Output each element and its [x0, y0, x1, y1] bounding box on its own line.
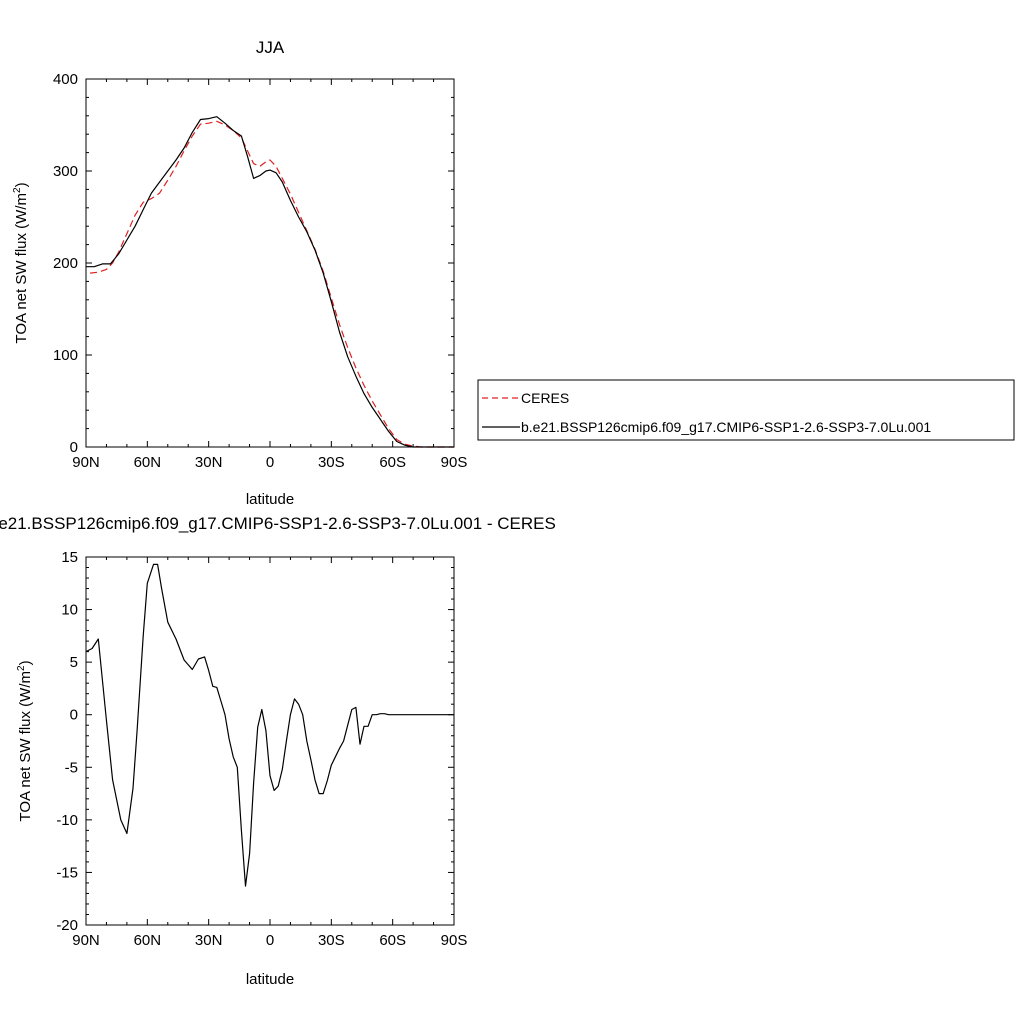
top-ytick-label: 200	[53, 255, 78, 272]
bottom-x-axis-label: latitude	[246, 971, 294, 988]
top-series-line-1	[86, 116, 454, 448]
bottom-xtick-label: 60N	[134, 932, 162, 949]
top-ytick-label: 0	[70, 439, 78, 456]
top-tick-marks: 90N 60N 30N 0 30S 60S 90S 0 100 200 300 400	[53, 71, 467, 471]
bottom-y-axis-label: TOA net SW flux (W/m2)	[16, 660, 34, 821]
top-y-label-main: TOA net SW flux (W/m	[13, 193, 30, 344]
top-chart-title: JJA	[256, 38, 285, 57]
bottom-ytick-label: -15	[56, 864, 78, 881]
top-xtick-label: 30N	[195, 454, 223, 471]
bottom-xtick-label: 0	[266, 932, 274, 949]
legend-label-ceres: CERES	[521, 390, 569, 406]
bottom-ytick-label: 5	[70, 654, 78, 671]
bottom-ytick-label: 0	[70, 707, 78, 724]
bottom-panel: b.e21.BSSP126cmip6.f09_g17.CMIP6-SSP1-2.…	[0, 514, 556, 988]
top-ytick-label: 400	[53, 71, 78, 88]
top-xtick-label: 90S	[441, 454, 468, 471]
legend-label-model: b.e21.BSSP126cmip6.f09_g17.CMIP6-SSP1-2.…	[521, 419, 931, 435]
top-y-label-superscript: 2	[12, 187, 23, 193]
bottom-xtick-label: 90S	[441, 932, 468, 949]
top-xtick-label: 30S	[318, 454, 345, 471]
top-ytick-label: 100	[53, 347, 78, 364]
bottom-xtick-label: 30N	[195, 932, 223, 949]
bottom-ytick-label: -10	[56, 812, 78, 829]
legend: CERES b.e21.BSSP126cmip6.f09_g17.CMIP6-S…	[477, 379, 1015, 441]
top-y-label-close: )	[13, 182, 30, 187]
bottom-tick-marks: 90N 60N 30N 0 30S 60S 90S -20 -15 -10 -5 0 5 10 15	[56, 549, 467, 949]
legend-box	[477, 379, 1015, 441]
top-panel: JJA 90N 60N 30N 0 30S 60S 90S 0 100 200 300 400 lat…	[12, 38, 467, 508]
bottom-ytick-label: -20	[56, 917, 78, 934]
bottom-series-line-0	[85, 563, 454, 887]
top-xtick-label: 0	[266, 454, 274, 471]
bottom-y-label-close: )	[17, 660, 34, 665]
top-x-axis-label: latitude	[246, 491, 294, 508]
top-ytick-label: 300	[53, 163, 78, 180]
bottom-xtick-label: 60S	[379, 932, 406, 949]
bottom-chart-title: b.e21.BSSP126cmip6.f09_g17.CMIP6-SSP1-2.…	[0, 514, 556, 533]
bottom-ytick-label: 10	[61, 602, 78, 619]
bottom-ytick-label: 15	[61, 549, 78, 566]
top-xtick-label: 90N	[72, 454, 100, 471]
bottom-plot-frame	[85, 556, 455, 926]
top-series-line-0	[90, 120, 454, 448]
top-xtick-label: 60S	[379, 454, 406, 471]
top-plot-frame	[85, 78, 455, 448]
bottom-y-label-main: TOA net SW flux (W/m	[17, 671, 34, 822]
top-series-lines	[86, 116, 454, 448]
top-xtick-label: 60N	[134, 454, 162, 471]
bottom-xtick-label: 30S	[318, 932, 345, 949]
bottom-series-lines	[85, 563, 454, 887]
bottom-y-label-superscript: 2	[16, 665, 27, 671]
bottom-ytick-label: -5	[65, 759, 78, 776]
top-y-axis-label: TOA net SW flux (W/m2)	[12, 182, 30, 343]
bottom-xtick-label: 90N	[72, 932, 100, 949]
